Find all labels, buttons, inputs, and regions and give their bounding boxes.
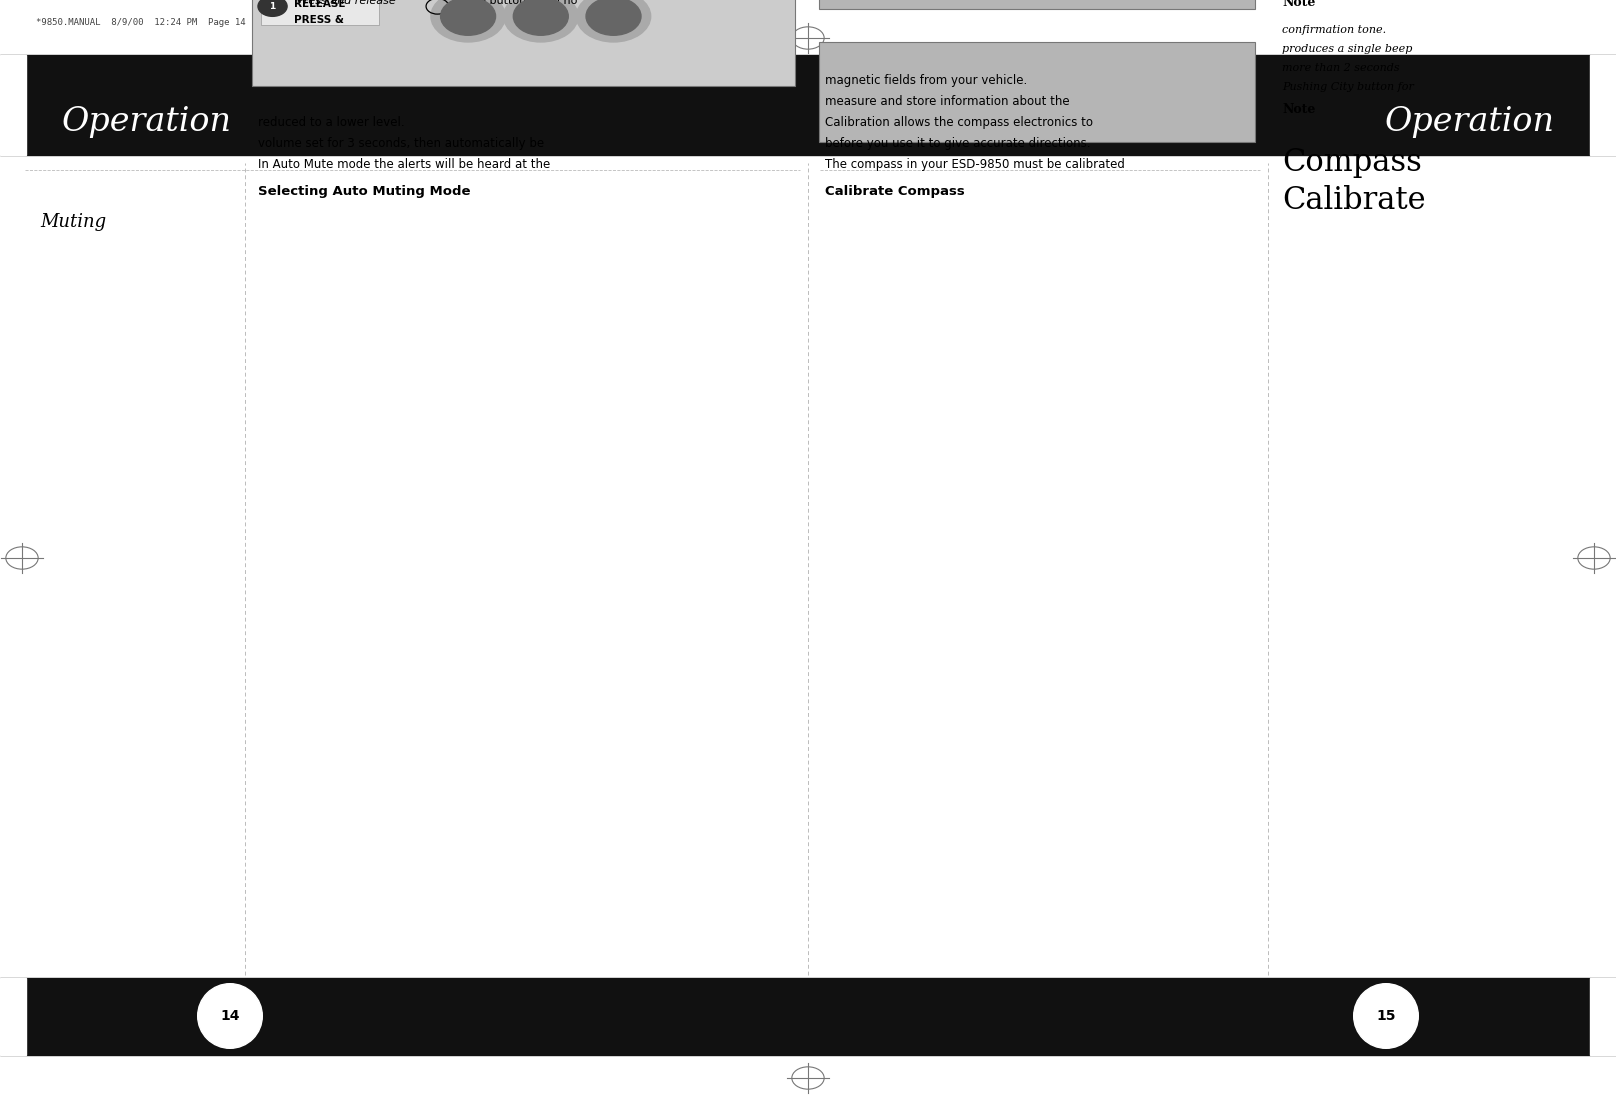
FancyBboxPatch shape (819, 0, 1256, 9)
Text: Calibrate Compass: Calibrate Compass (826, 185, 965, 198)
Bar (0, 978, 26, 1055)
Circle shape (514, 0, 569, 36)
Text: Selecting Auto Muting Mode: Selecting Auto Muting Mode (259, 185, 470, 198)
Text: reduced to a lower level.: reduced to a lower level. (259, 116, 404, 128)
Bar (0, 978, 1616, 1055)
Text: 14: 14 (220, 1009, 239, 1023)
Circle shape (577, 0, 651, 42)
Text: Pushing City button for: Pushing City button for (1281, 81, 1414, 92)
Text: 1: 1 (270, 2, 276, 11)
Text: Note: Note (1281, 0, 1315, 9)
Bar (1590, 978, 1616, 1055)
FancyBboxPatch shape (252, 0, 795, 86)
Text: Note: Note (1281, 103, 1315, 116)
Text: produces a single beep: produces a single beep (1281, 44, 1412, 54)
Text: volume set for 3 seconds, then automatically be: volume set for 3 seconds, then automatic… (259, 136, 545, 150)
Text: RELEASE: RELEASE (294, 0, 346, 9)
Text: In Auto Mute mode the alerts will be heard at the: In Auto Mute mode the alerts will be hea… (259, 157, 551, 171)
Text: 15: 15 (1377, 1009, 1396, 1023)
Bar (0, 55, 26, 155)
Text: *9850.MANUAL  8/9/00  12:24 PM  Page 14: *9850.MANUAL 8/9/00 12:24 PM Page 14 (36, 18, 246, 27)
FancyBboxPatch shape (819, 42, 1256, 142)
Ellipse shape (197, 983, 262, 1048)
Circle shape (259, 0, 288, 17)
Text: measure and store information about the: measure and store information about the (826, 95, 1070, 108)
Circle shape (587, 0, 642, 36)
Text: Compass: Compass (1281, 147, 1422, 177)
FancyBboxPatch shape (262, 0, 380, 26)
Bar (0, 55, 1616, 155)
Text: more than 2 seconds: more than 2 seconds (1281, 62, 1399, 73)
Text: The compass in your ESD-9850 must be calibrated: The compass in your ESD-9850 must be cal… (826, 157, 1125, 171)
Text: confirmation tone.: confirmation tone. (1281, 25, 1387, 35)
Text: Calibrate: Calibrate (1281, 185, 1425, 217)
Text: Calibration allows the compass electronics to: Calibration allows the compass electroni… (826, 116, 1092, 128)
Text: Press and release: Press and release (297, 0, 396, 7)
Text: PRESS &: PRESS & (294, 16, 344, 26)
Circle shape (441, 0, 496, 36)
Ellipse shape (1354, 983, 1419, 1048)
Text: before you use it to give accurate directions.: before you use it to give accurate direc… (826, 136, 1091, 150)
Bar (1590, 55, 1616, 155)
Text: Operation: Operation (1385, 106, 1555, 138)
Circle shape (504, 0, 579, 42)
Text: Muting: Muting (40, 213, 107, 231)
Text: Operation: Operation (61, 106, 231, 138)
Text: magnetic fields from your vehicle.: magnetic fields from your vehicle. (826, 74, 1028, 87)
Circle shape (431, 0, 506, 42)
Text: Mute button when no: Mute button when no (459, 0, 579, 7)
